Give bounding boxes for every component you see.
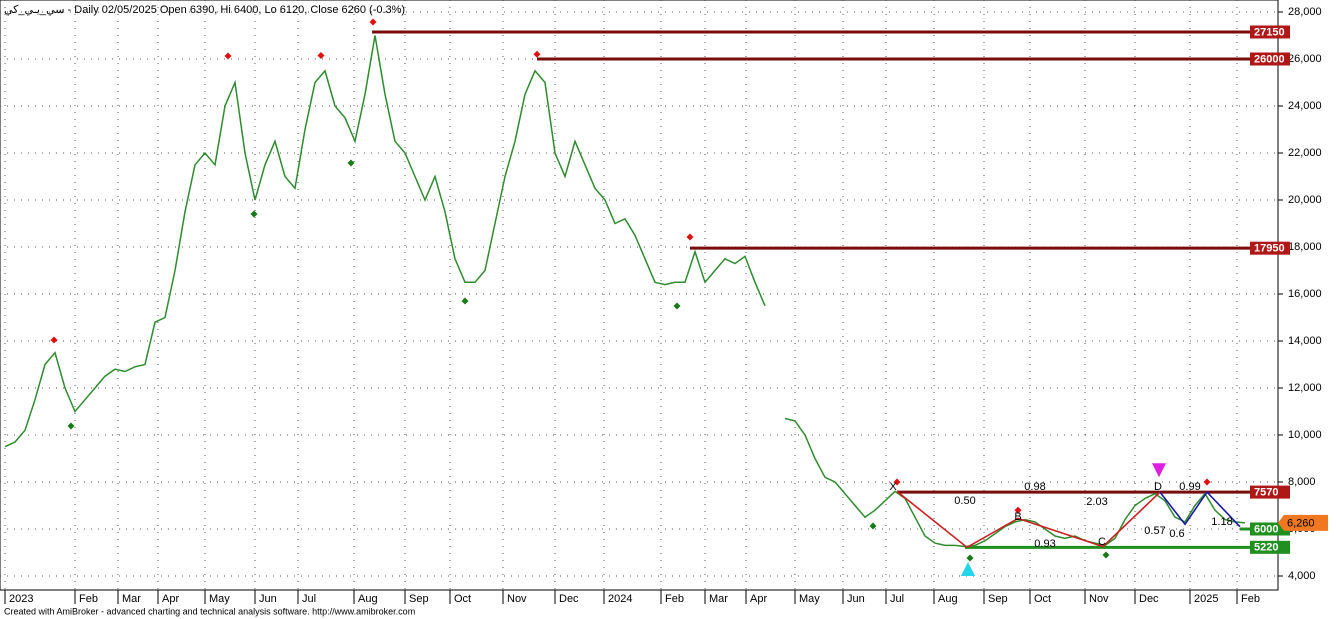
pattern-annotation: B [1014,511,1021,523]
x-tick-label: Feb [665,593,684,605]
level-label: 6000 [1254,523,1278,535]
level-label: 7570 [1254,487,1278,499]
x-tick-label: 2023 [9,593,33,605]
x-tick-label: Aug [358,593,378,605]
last-price-tag [1278,514,1328,531]
trough-marker [673,302,681,310]
x-tick-label: 2025 [1194,593,1218,605]
x-tick-label: Jul [302,593,316,605]
pattern-annotation: 0.98 [1024,481,1045,493]
trough-marker [250,210,258,218]
x-tick-label: Nov [507,593,527,605]
x-tick-label: Oct [454,593,471,605]
level-box [1250,241,1290,255]
trough-marker [966,554,974,562]
signal-sell [1152,463,1166,478]
y-tick-label: 16,000 [1288,288,1322,300]
x-tick-label: Dec [559,593,579,605]
peak-marker [533,50,541,58]
peak-marker [50,336,58,344]
pattern-annotation: 0.99 [1179,481,1200,493]
pattern-annotation: D [1154,481,1162,493]
peak-marker [1014,506,1022,514]
level-box [1250,540,1290,554]
y-tick-label: 22,000 [1288,147,1322,159]
peak-marker [317,51,325,59]
y-tick-label: 18,000 [1288,241,1322,253]
x-tick-label: Jul [890,593,904,605]
x-tick-label: Jun [259,593,277,605]
trough-marker [67,422,75,430]
x-tick-label: Aug [938,593,958,605]
y-tick-label: 28,000 [1288,6,1322,18]
level-box [1250,52,1290,66]
level-label: 5220 [1254,542,1278,554]
pattern-annotation: C [1098,536,1106,548]
x-tick-label: Mar [709,593,728,605]
x-tick-label: Jun [847,593,865,605]
y-tick-label: 20,000 [1288,194,1322,206]
peak-marker [224,52,232,60]
chart-title: سي_يـي_كي - Daily 02/05/2025 Open 6390, … [4,4,405,16]
level-label: 26000 [1254,53,1285,65]
level-label: 17950 [1254,243,1285,255]
pattern-annotation: 0.6 [1169,528,1184,540]
y-tick-label: 4,000 [1288,570,1316,582]
harmonic-pattern [1159,490,1241,528]
x-tick-label: Apr [750,593,767,605]
x-tick-label: Dec [1139,593,1159,605]
peak-marker [893,478,901,486]
y-tick-label: 8,000 [1288,476,1316,488]
y-tick-label: 26,000 [1288,53,1322,65]
x-tick-label: Apr [162,593,179,605]
pattern-annotation: 0.50 [954,495,975,507]
pattern-annotation: 1.18 [1211,516,1232,528]
x-tick-label: 2024 [608,593,632,605]
level-label: 27150 [1254,26,1285,38]
x-tick-label: Sep [409,593,429,605]
level-box [1250,25,1290,39]
trough-marker [1102,551,1110,559]
y-tick-label: 14,000 [1288,335,1322,347]
level-box [1250,522,1290,536]
price-line [4,35,1246,548]
pattern-annotation: 0.57 [1144,525,1165,537]
signal-buy [961,561,975,576]
x-tick-label: Mar [122,593,141,605]
peak-marker [1203,478,1211,486]
x-tick-label: May [209,593,230,605]
level-box [1250,485,1290,499]
x-tick-label: Nov [1089,593,1109,605]
x-tick-label: Oct [1034,593,1051,605]
last-price-label: 6,260 [1287,517,1315,529]
x-tick-label: May [799,593,820,605]
peak-marker [369,18,377,26]
harmonic-pattern [896,490,1161,549]
peak-marker [686,233,694,241]
footer: Created with AmiBroker - advanced charti… [4,606,415,616]
pattern-annotation: 2.03 [1086,496,1107,508]
x-tick-label: Feb [1241,593,1260,605]
x-tick-label: Feb [79,593,98,605]
trough-marker [869,522,877,530]
pattern-annotation: 0.93 [1034,538,1055,550]
trough-marker [461,297,469,305]
x-tick-label: Sep [988,593,1008,605]
y-tick-label: 12,000 [1288,382,1322,394]
pattern-annotation: X [889,481,897,493]
y-tick-label: 24,000 [1288,100,1322,112]
trough-marker [347,159,355,167]
y-tick-label: 10,000 [1288,429,1322,441]
